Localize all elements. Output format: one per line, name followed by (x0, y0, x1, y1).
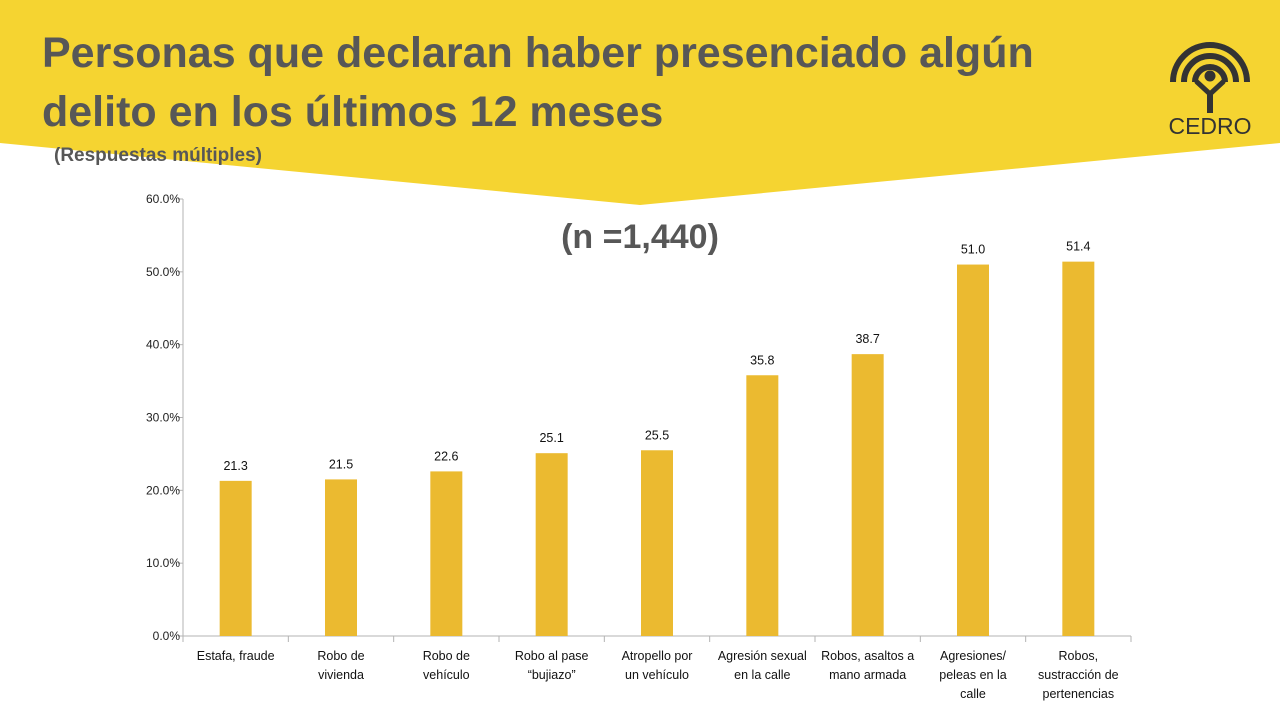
page-subtitle: (Respuestas múltiples) (54, 145, 262, 166)
bar (851, 354, 884, 636)
data-label: 25.1 (539, 431, 563, 445)
bar (430, 471, 463, 636)
y-tick-label: 60.0% (146, 192, 180, 206)
y-tick-label: 50.0% (146, 265, 180, 279)
data-label: 25.5 (645, 428, 669, 442)
x-category-label: Estafa, fraude (197, 649, 275, 663)
x-category-label: Agresiones/peleas en la calle (939, 649, 1006, 701)
x-category-label: Agresión sexual en la calle (718, 649, 807, 682)
sample-size-annotation: (n =1,440) (561, 218, 719, 256)
data-label: 35.8 (750, 353, 774, 367)
data-label: 21.3 (223, 459, 247, 473)
x-category-label: Robo al pase “bujiazo” (515, 649, 589, 682)
bar (325, 479, 357, 636)
page-title: Personas que declaran haber presenciado … (42, 29, 1034, 136)
bar (1062, 261, 1095, 636)
logo-text: CEDRO (1168, 113, 1252, 139)
x-category-label: Robos, asaltos a mano armada (821, 649, 914, 682)
y-tick-label: 20.0% (146, 483, 180, 497)
data-label: 51.4 (1066, 240, 1090, 254)
x-category-label: Robo de vivienda (317, 649, 364, 682)
cedro-logo-icon (1170, 42, 1250, 113)
data-label: 22.6 (434, 449, 458, 463)
bar (641, 450, 673, 636)
x-category-label: Robo de vehículo (423, 649, 470, 682)
bar (535, 453, 568, 636)
y-tick-label: 10.0% (146, 556, 180, 570)
y-tick-label: 40.0% (146, 338, 180, 352)
data-label: 51.0 (961, 243, 985, 257)
bar (957, 264, 989, 636)
y-tick-label: 0.0% (153, 629, 181, 643)
bar (219, 480, 252, 636)
data-label: 38.7 (855, 332, 879, 346)
x-category-label: Robos, sustracción de pertenencias (1038, 649, 1119, 701)
bar (746, 375, 779, 636)
y-tick-label: 30.0% (146, 411, 180, 425)
data-label: 21.5 (329, 457, 353, 471)
x-category-label: Atropello por un vehículo (622, 649, 693, 682)
title-banner (0, 0, 1280, 205)
